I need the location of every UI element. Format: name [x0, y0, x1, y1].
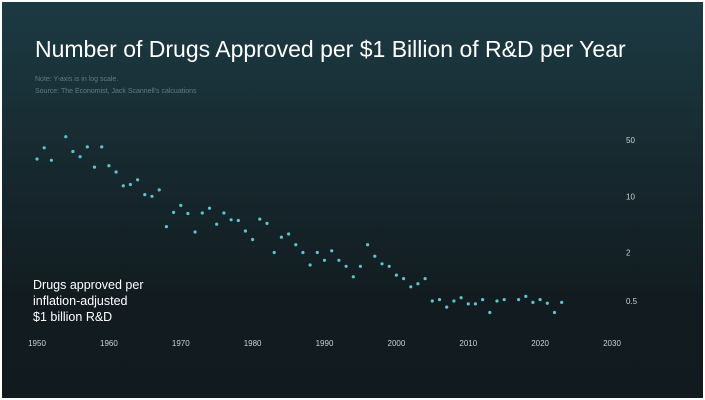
data-point	[330, 249, 334, 253]
data-point	[157, 188, 161, 192]
data-point	[136, 178, 140, 182]
data-point	[394, 273, 398, 277]
data-point	[308, 263, 312, 267]
data-point	[172, 210, 176, 214]
data-point	[466, 302, 470, 306]
data-point	[150, 194, 154, 198]
data-point	[495, 299, 499, 303]
data-point	[416, 282, 420, 286]
data-point	[344, 264, 348, 268]
data-point	[100, 145, 104, 149]
data-point	[222, 211, 226, 215]
x-tick-label: 2020	[531, 339, 549, 348]
data-point	[128, 182, 132, 187]
data-point	[251, 237, 255, 242]
data-point	[301, 250, 305, 255]
data-point	[373, 254, 377, 258]
data-point	[552, 310, 557, 315]
x-tick-label: 1970	[172, 339, 190, 348]
data-point	[207, 206, 212, 210]
x-tick-label: 1950	[28, 339, 46, 348]
y-axis-ticks: 50 10 2 0.5	[626, 136, 638, 306]
x-tick-label: 2000	[388, 339, 406, 348]
data-point	[258, 217, 262, 221]
data-point	[517, 298, 521, 302]
data-point	[229, 218, 233, 222]
data-point	[42, 146, 46, 150]
data-point	[380, 262, 384, 266]
data-point	[560, 300, 564, 304]
data-point	[272, 250, 276, 255]
y-tick-label: 10	[626, 192, 635, 201]
data-point	[488, 310, 492, 315]
data-point	[279, 235, 283, 239]
data-point	[473, 302, 477, 306]
data-point	[409, 285, 413, 289]
data-point	[459, 296, 463, 300]
x-tick-label: 2030	[603, 339, 621, 348]
data-point	[179, 203, 183, 207]
chart-source: Source: The Economist, Jack Scannell's c…	[35, 88, 197, 95]
data-point	[366, 243, 370, 247]
data-point	[545, 301, 549, 305]
x-tick-label: 2010	[459, 339, 477, 348]
data-point	[215, 222, 219, 226]
data-point	[78, 155, 82, 159]
data-point	[358, 264, 362, 268]
data-point	[524, 294, 528, 298]
data-points	[35, 135, 564, 315]
x-tick-label: 1980	[244, 339, 262, 348]
data-point	[236, 218, 240, 223]
x-tick-label: 1960	[100, 339, 118, 348]
chart-title: Number of Drugs Approved per $1 Billion …	[35, 36, 626, 62]
data-point	[143, 193, 147, 197]
x-axis-ticks: 1950 1960 1970 1980 1990 2000 2010 2020 2030	[28, 339, 621, 348]
data-point	[294, 243, 298, 247]
y-tick-label: 0.5	[626, 297, 638, 306]
data-point	[64, 135, 68, 139]
data-point	[121, 184, 125, 188]
y-axis-label-line-1: Drugs approved per	[33, 278, 144, 292]
data-point	[265, 221, 269, 225]
data-point	[538, 298, 542, 302]
data-point	[531, 300, 535, 304]
data-point	[164, 225, 168, 229]
y-axis-label: Drugs approved per inflation-adjusted $1…	[33, 277, 193, 325]
data-point	[186, 211, 190, 216]
y-tick-label: 2	[626, 249, 631, 258]
data-point	[337, 258, 341, 262]
data-point	[430, 299, 434, 303]
data-point	[287, 232, 291, 236]
data-point	[114, 170, 118, 174]
data-point	[351, 275, 355, 279]
data-point	[200, 211, 204, 215]
data-point	[49, 158, 54, 162]
data-point	[437, 298, 442, 302]
data-point	[193, 230, 197, 234]
data-point	[322, 258, 327, 262]
data-point	[452, 299, 456, 303]
y-axis-label-line-3: $1 billion R&D	[33, 310, 113, 324]
y-axis-label-line-2: inflation-adjusted	[33, 294, 128, 308]
data-point	[71, 149, 75, 154]
data-point	[92, 165, 97, 169]
data-point	[423, 277, 427, 281]
data-point	[243, 229, 247, 233]
y-tick-label: 50	[626, 136, 635, 145]
chart-note: Note: Y-axis is in log scale.	[35, 76, 119, 83]
data-point	[402, 277, 406, 281]
data-point	[35, 157, 39, 161]
data-point	[387, 264, 391, 268]
data-point	[107, 164, 111, 168]
data-point	[445, 305, 449, 309]
data-point	[85, 145, 89, 149]
data-point	[315, 250, 319, 255]
data-point	[481, 298, 485, 302]
data-point	[502, 298, 506, 302]
x-tick-label: 1990	[316, 339, 334, 348]
